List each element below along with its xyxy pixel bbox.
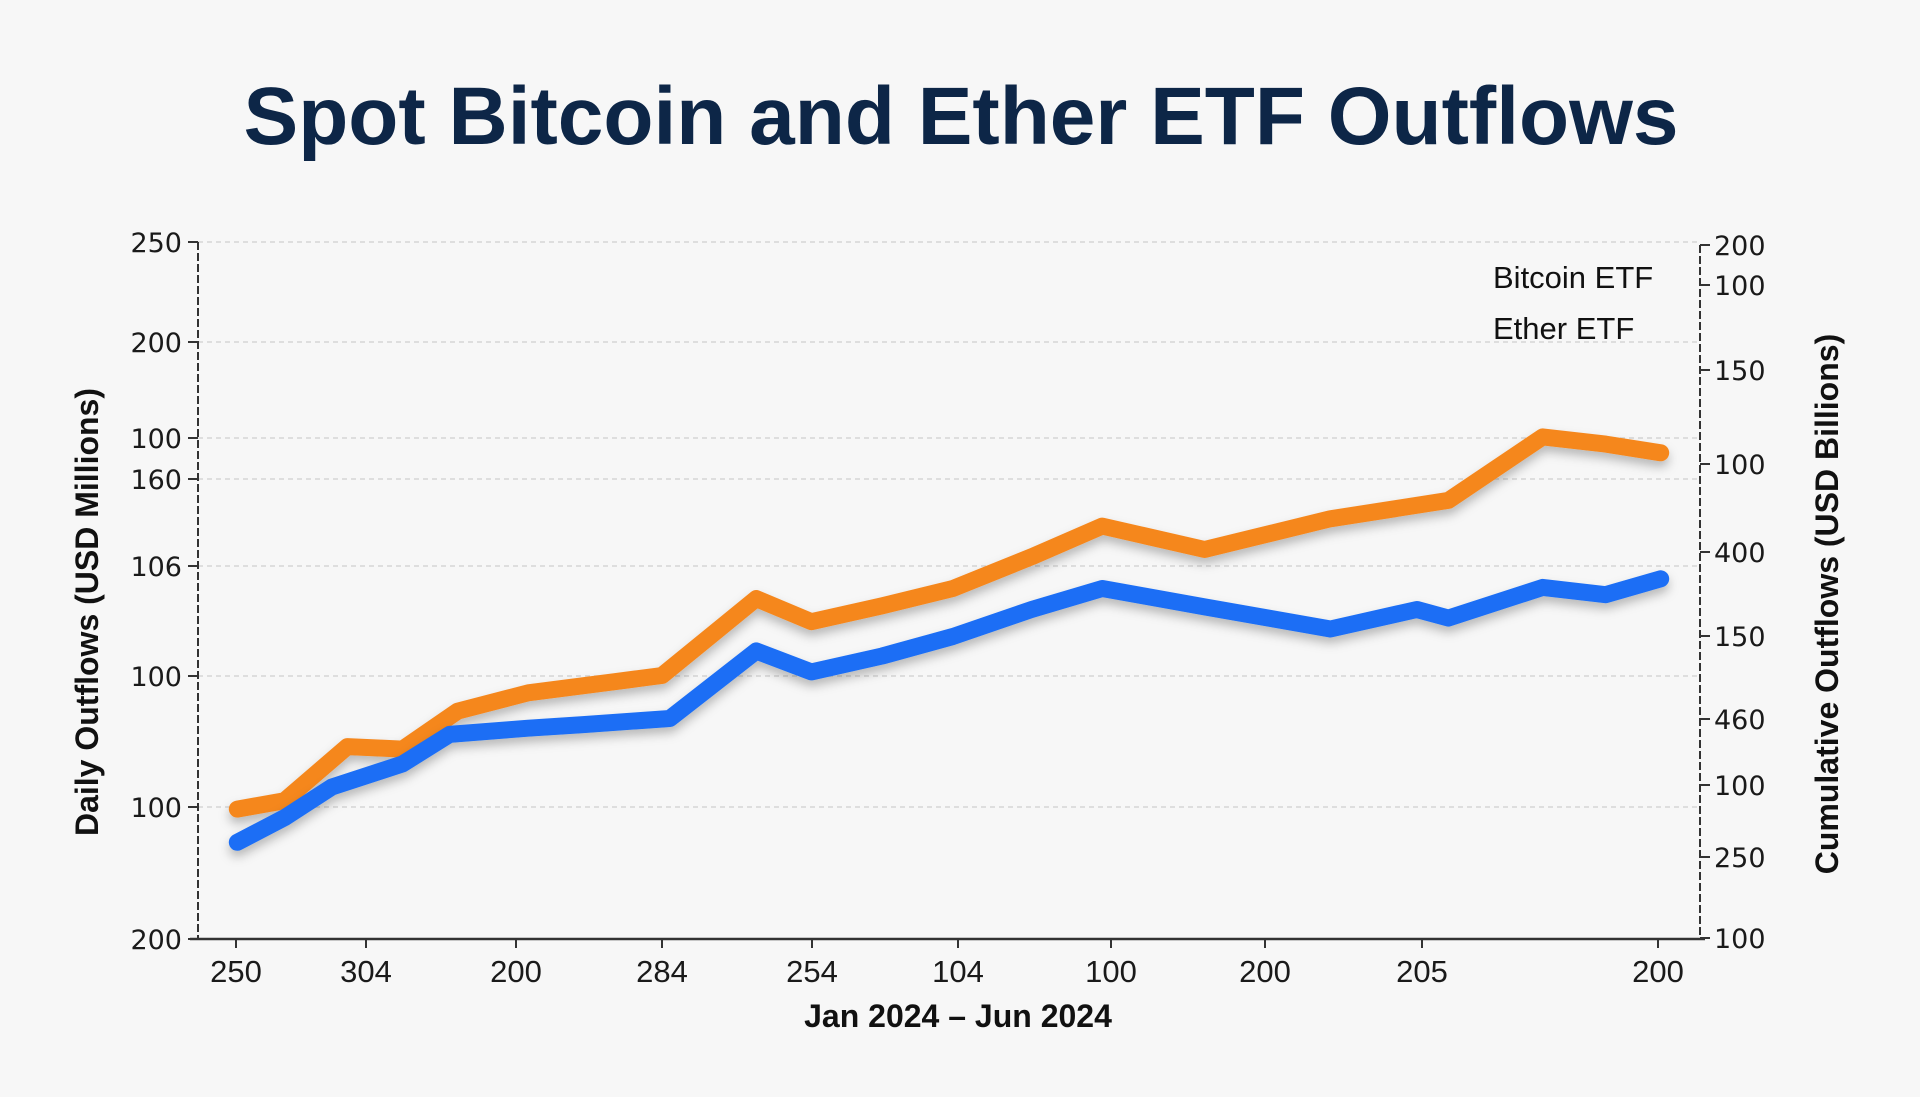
data-point (1605, 594, 1607, 596)
data-point (401, 748, 403, 750)
y-axis-label-left: Daily Outflows (USD Millions) (69, 388, 105, 836)
data-point (527, 727, 529, 729)
data-point (1204, 549, 1206, 551)
y-tick-label-right: 460 (1714, 705, 1766, 736)
data-point (1447, 617, 1449, 619)
x-tick-label: 200 (1632, 954, 1684, 989)
data-point (236, 808, 238, 810)
data-point (331, 786, 333, 788)
data-point (755, 650, 757, 652)
x-tick-label: 200 (1239, 954, 1291, 989)
x-tick-label: 200 (490, 954, 542, 989)
data-point (952, 588, 954, 590)
y-tick-label-right: 150 (1714, 356, 1766, 387)
data-point (582, 724, 584, 726)
data-point (1101, 588, 1103, 590)
right-y-ticks: 200 100 150 100 400 150 460 100 250 100 (1700, 231, 1766, 955)
data-point (1660, 452, 1662, 454)
y-tick-label-right: 100 (1714, 771, 1766, 802)
chart-title: Spot Bitcoin and Ether ETF Outflows (244, 71, 1679, 162)
data-point (810, 671, 812, 673)
data-point (881, 655, 883, 657)
series-line-bitcoin (228, 428, 1670, 818)
data-point (346, 746, 348, 748)
data-point (1329, 518, 1331, 520)
y-tick-label-right: 250 (1714, 843, 1766, 874)
legend-label-bitcoin: Bitcoin ETF (1493, 260, 1653, 295)
y-tick-label-left: 100 (130, 424, 182, 455)
data-point (614, 681, 616, 683)
legend: Bitcoin ETF Ether ETF (1421, 260, 1653, 346)
x-tick-label: 250 (210, 954, 262, 989)
y-tick-label-right: 400 (1714, 538, 1766, 569)
left-y-ticks: 250 200 100 160 106 100 100 200 (130, 228, 198, 956)
data-point (401, 763, 403, 765)
series-lines (228, 428, 1670, 851)
data-point (661, 675, 663, 677)
data-point (1031, 556, 1033, 558)
data-point (1660, 578, 1662, 580)
data-point (1542, 436, 1544, 438)
legend-label-ether: Ether ETF (1493, 311, 1634, 346)
data-point (1447, 499, 1449, 501)
series-line-ether (228, 570, 1670, 851)
data-point (669, 717, 671, 719)
x-tick-label: 104 (932, 954, 984, 989)
x-tick-label: 254 (786, 954, 838, 989)
y-tick-label-left: 160 (130, 465, 182, 496)
x-ticks: 250 304 200 284 254 104 100 200 205 200 (210, 939, 1684, 989)
data-point (881, 605, 883, 607)
data-point (527, 692, 529, 694)
data-point (1204, 606, 1206, 608)
y-tick-label-left: 100 (130, 793, 182, 824)
y-tick-label-left: 200 (130, 328, 182, 359)
y-tick-label-right: 150 (1714, 622, 1766, 653)
data-point (1101, 525, 1103, 527)
y-tick-label-left: 106 (130, 552, 182, 583)
y-tick-label-right: 100 (1714, 924, 1766, 955)
data-point (952, 636, 954, 638)
data-point (1542, 586, 1544, 588)
y-tick-label-left: 100 (130, 662, 182, 693)
x-tick-label: 100 (1085, 954, 1137, 989)
x-axis-label: Jan 2024 – Jun 2024 (804, 998, 1112, 1034)
y-tick-label-right: 100 (1714, 450, 1766, 481)
data-point (755, 598, 757, 600)
data-point (810, 621, 812, 623)
y-tick-label-right: 100 (1714, 271, 1766, 302)
data-point (1605, 443, 1607, 445)
data-point (1031, 608, 1033, 610)
y-tick-label-left: 200 (130, 925, 182, 956)
data-point (449, 733, 451, 735)
data-point (457, 710, 459, 712)
y-tick-label-right: 200 (1714, 231, 1766, 262)
y-axis-label-right: Cumulative Outflows (USD Billions) (1809, 334, 1845, 874)
data-point (284, 800, 286, 802)
x-tick-label: 304 (340, 954, 392, 989)
x-tick-label: 284 (636, 954, 688, 989)
data-point (236, 841, 238, 843)
data-point (1416, 608, 1418, 610)
data-point (1329, 628, 1331, 630)
x-tick-label: 205 (1396, 954, 1448, 989)
gridlines (198, 241, 1700, 808)
data-point (284, 817, 286, 819)
y-tick-label-left: 250 (130, 228, 182, 259)
